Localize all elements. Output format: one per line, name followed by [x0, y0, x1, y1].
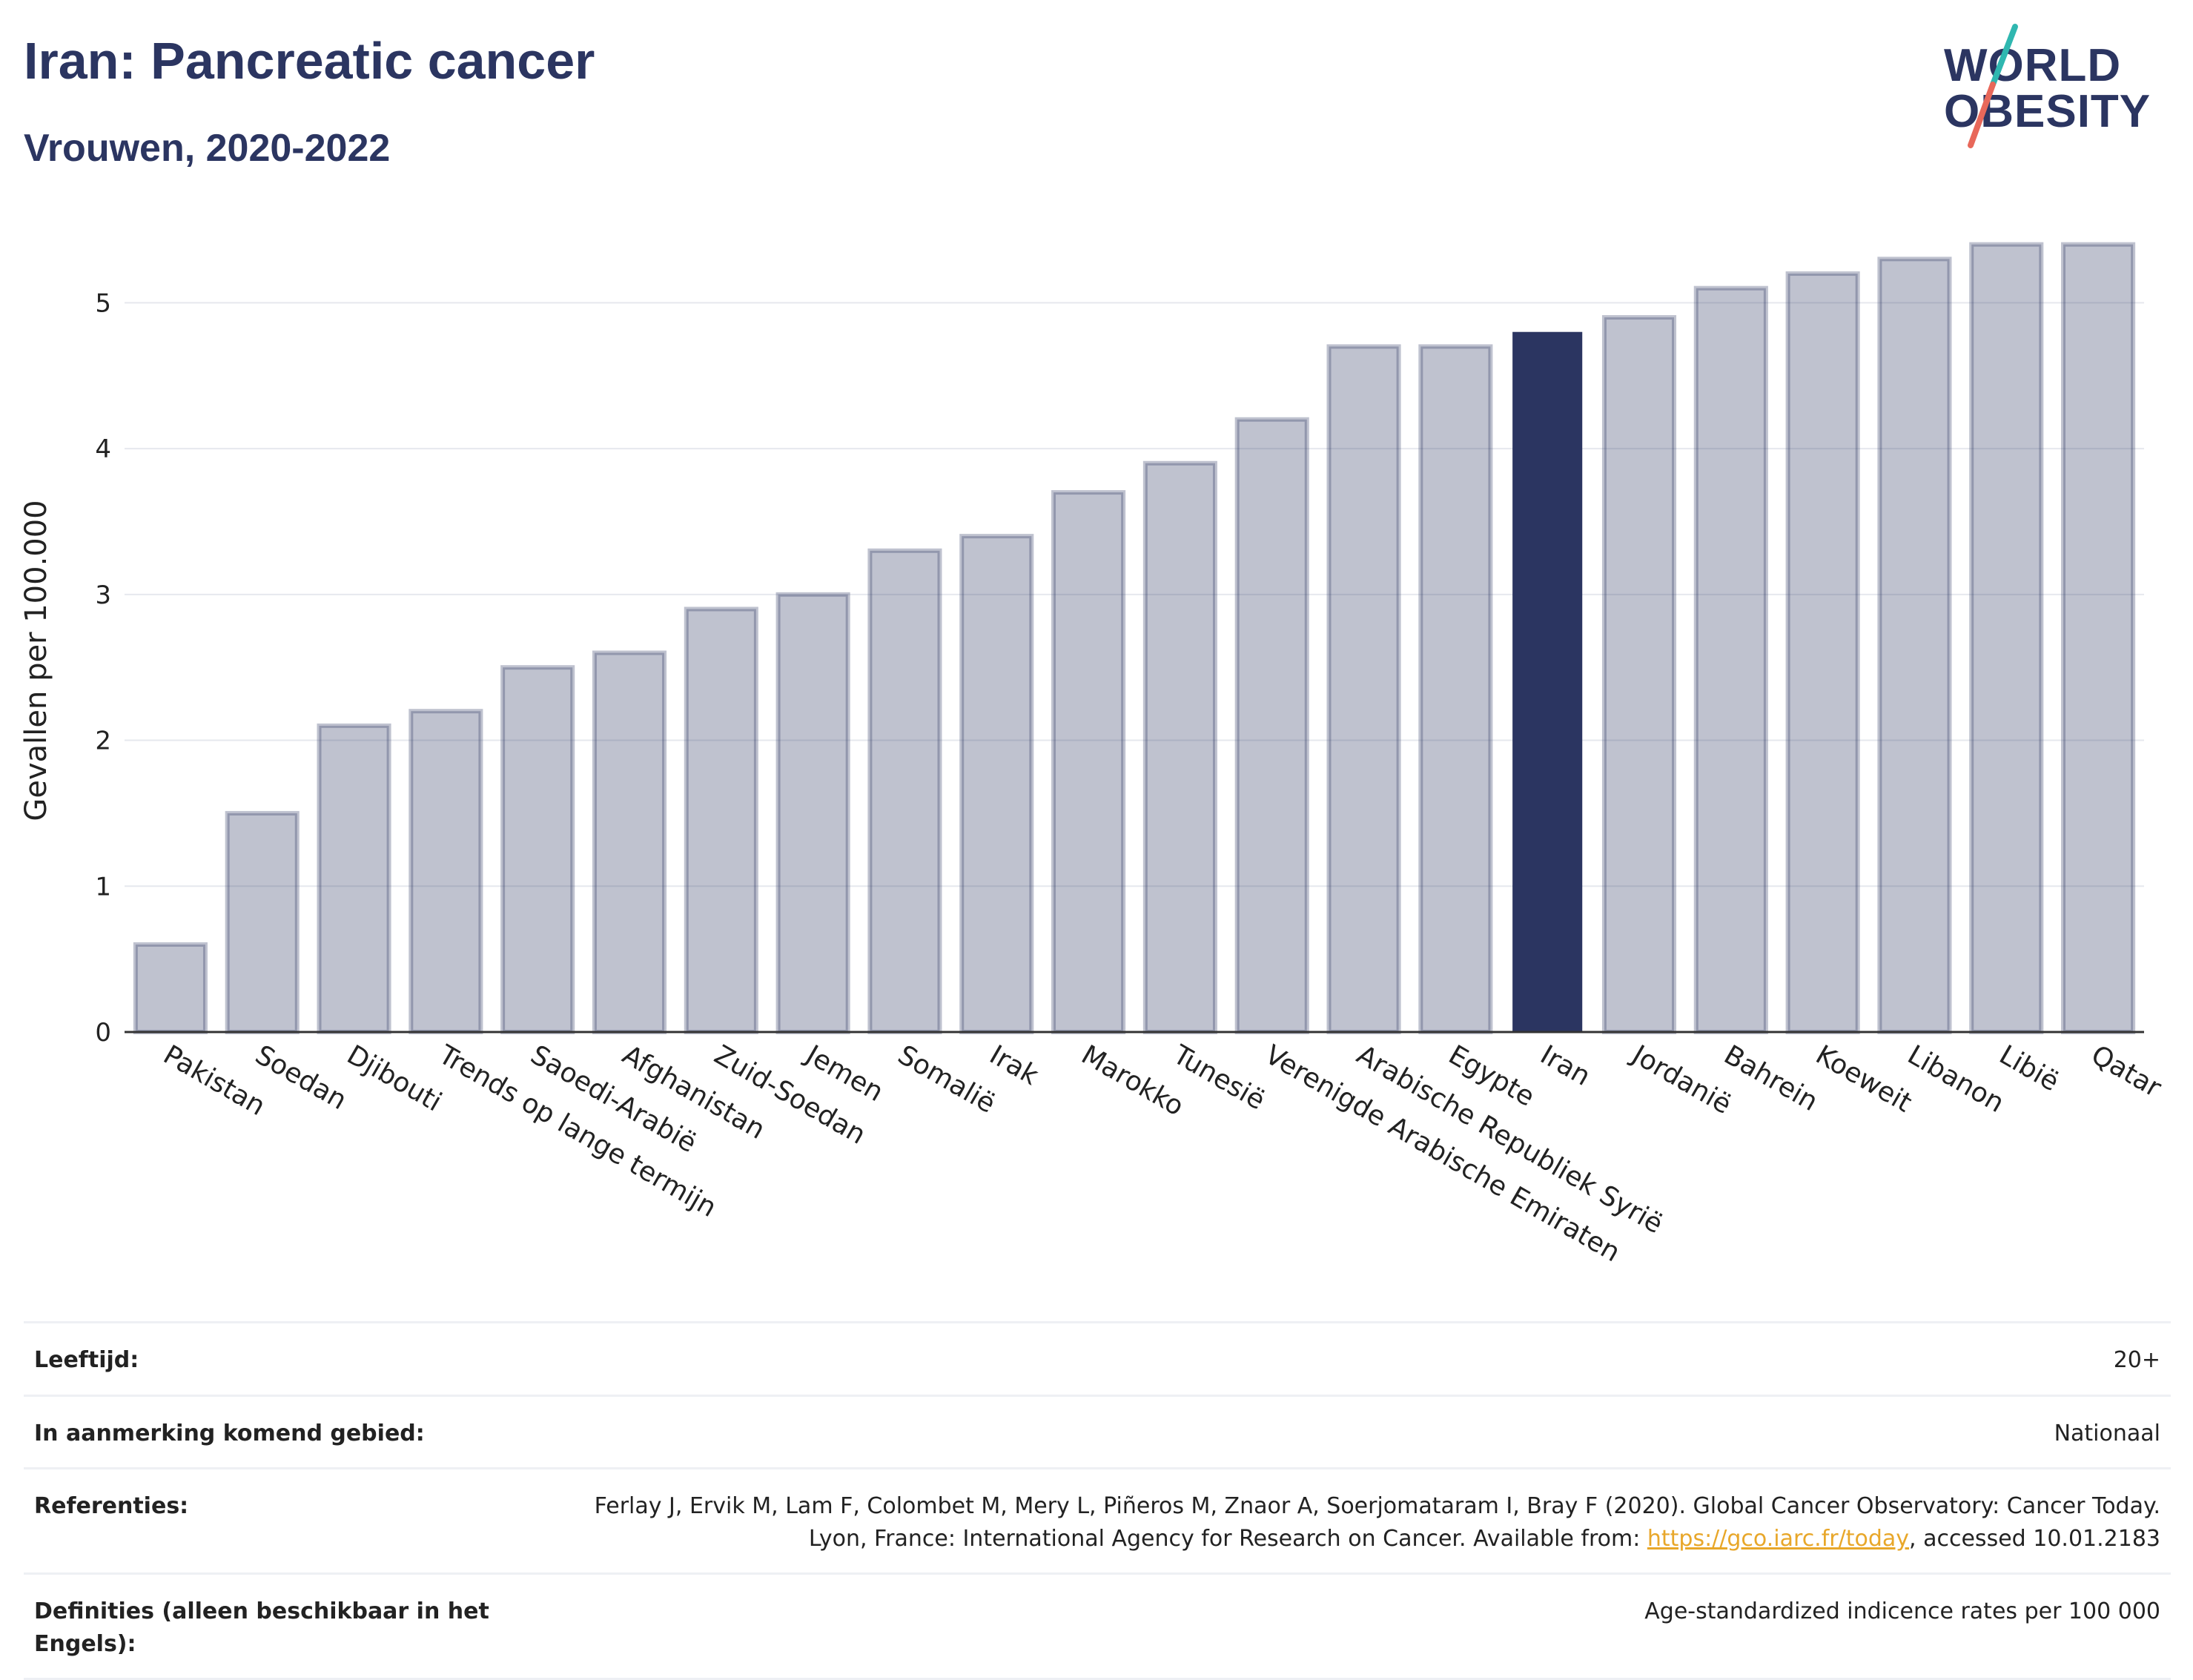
bar[interactable] [1142, 460, 1217, 1035]
bar[interactable] [1785, 271, 1860, 1034]
bar-highlighted[interactable] [1512, 331, 1583, 1032]
x-tick-label: Djibouti [342, 1039, 446, 1117]
bar[interactable] [1969, 242, 2044, 1034]
x-tick-label: Koeweit [1810, 1039, 1916, 1118]
bars [133, 242, 2136, 1035]
bar[interactable] [867, 548, 942, 1034]
y-axis-ticks: 0 1 2 3 4 5 [95, 288, 111, 1048]
x-tick-label: Libanon [1902, 1039, 2009, 1119]
references-accessed: , accessed 10.01.2183 [1909, 1525, 2160, 1552]
definitions-value: Age-standardized indicence rates per 100… [1644, 1598, 2160, 1624]
x-tick-label: Marokko [1076, 1039, 1189, 1122]
x-tick-label: Pakistan [158, 1039, 270, 1122]
region-label: In aanmerking komend gebied: [34, 1420, 425, 1446]
y-tick-label: 0 [95, 1018, 111, 1048]
y-tick-label: 4 [95, 434, 111, 464]
bar[interactable] [500, 665, 575, 1034]
info-row-references: Referenties: Ferlay J, Ervik M, Lam F, C… [24, 1469, 2171, 1575]
y-tick-label: 5 [95, 288, 111, 318]
bar[interactable] [225, 810, 300, 1035]
x-tick-label: Irak [985, 1039, 1044, 1091]
age-value: 20+ [2113, 1347, 2160, 1373]
bar[interactable] [1877, 257, 1952, 1034]
bar[interactable] [133, 942, 208, 1034]
y-tick-label: 1 [95, 872, 111, 902]
y-axis-title: Gevallen per 100.000 [19, 500, 53, 821]
x-tick-label: Soedan [250, 1039, 351, 1116]
bar[interactable] [684, 606, 758, 1034]
age-label: Leeftijd: [34, 1347, 139, 1373]
bar[interactable] [959, 534, 1034, 1034]
definitions-label: Definities (alleen beschikbaar in het En… [34, 1598, 489, 1657]
info-table: Leeftijd: 20+ In aanmerking komend gebie… [24, 1321, 2171, 1680]
references-text: Ferlay J, Ervik M, Lam F, Colombet M, Me… [594, 1493, 2160, 1552]
logo-line-world: WORLD [1944, 40, 2122, 91]
region-value: Nationaal [2054, 1420, 2160, 1446]
chart-subtitle: Vrouwen, 2020-2022 [24, 127, 391, 170]
gridlines [125, 302, 2144, 887]
y-tick-label: 2 [95, 727, 111, 756]
x-tick-label: Somalië [893, 1039, 1000, 1120]
info-row-definitions: Definities (alleen beschikbaar in het En… [24, 1575, 2171, 1680]
info-row-region: In aanmerking komend gebied: Nationaal [24, 1397, 2171, 1469]
references-label: Referenties: [34, 1493, 189, 1519]
bar[interactable] [1601, 315, 1677, 1034]
x-tick-label: Qatar [2086, 1039, 2166, 1103]
bar[interactable] [1051, 490, 1126, 1035]
bar[interactable] [317, 723, 391, 1034]
y-tick-label: 3 [95, 581, 111, 610]
bar[interactable] [1234, 417, 1309, 1034]
bar[interactable] [592, 650, 667, 1034]
world-obesity-logo[interactable]: WORLD OBESITY [1928, 21, 2180, 154]
logo-slash-icon [1968, 24, 2018, 148]
references-value: Ferlay J, Ervik M, Lam F, Colombet M, Me… [566, 1490, 2160, 1555]
bar[interactable] [775, 592, 850, 1034]
bar[interactable] [1693, 285, 1768, 1034]
x-tick-label: Libië [1994, 1039, 2064, 1097]
x-tick-label: Jordanië [1626, 1039, 1736, 1120]
x-tick-label: Bahrein [1719, 1039, 1822, 1117]
info-row-age: Leeftijd: 20+ [24, 1323, 2171, 1397]
bar[interactable] [408, 709, 483, 1034]
x-tick-label: Zuid-Soedan [709, 1039, 870, 1151]
bar[interactable] [1418, 344, 1493, 1034]
bar[interactable] [1326, 344, 1401, 1034]
bar[interactable] [2061, 242, 2136, 1034]
references-link[interactable]: https://gco.iarc.fr/today [1647, 1525, 1910, 1552]
x-tick-label: Iran [1535, 1039, 1595, 1092]
chart-title: Iran: Pancreatic cancer [24, 32, 595, 90]
